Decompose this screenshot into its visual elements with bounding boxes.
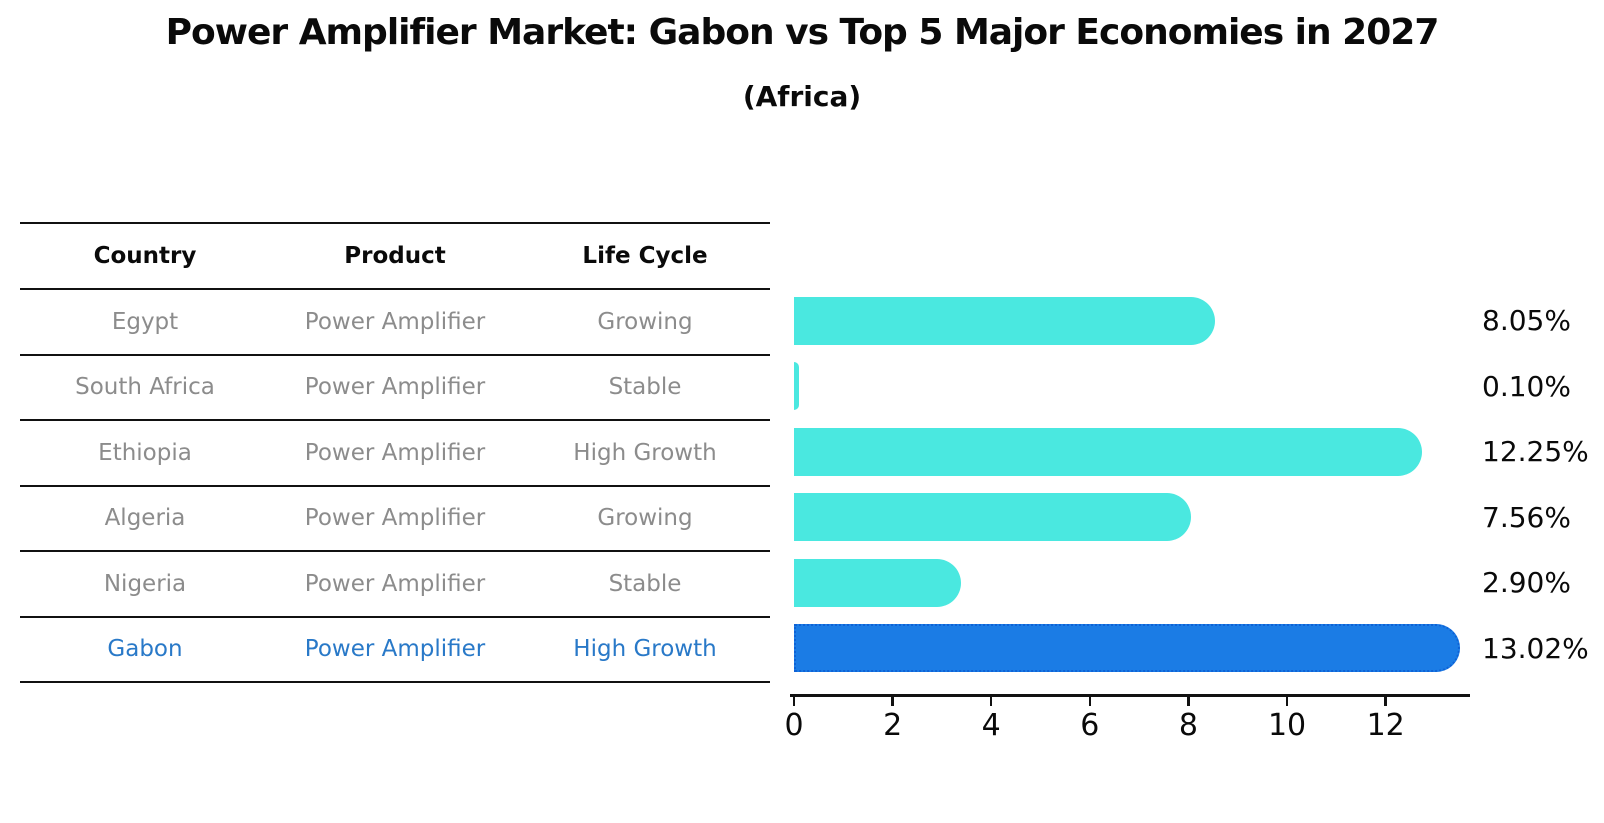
- bar-row: [794, 354, 1470, 420]
- x-axis-tick-label: 6: [1080, 708, 1100, 743]
- bar-row: [794, 550, 1470, 616]
- value-label-nigeria: 2.90%: [1482, 566, 1571, 600]
- table-row: Egypt Power Amplifier Growing: [20, 290, 770, 356]
- product-cell: Power Amplifier: [304, 439, 486, 466]
- x-axis-tick-mark: [891, 696, 894, 706]
- column-header-life-cycle: Life Cycle: [582, 243, 708, 269]
- value-label-algeria: 7.56%: [1482, 500, 1571, 534]
- chart-subtitle: (Africa): [742, 80, 862, 113]
- x-axis-tick-label: 4: [981, 708, 1001, 743]
- bar-egypt: [794, 296, 1215, 345]
- bar-plot: [794, 288, 1470, 681]
- life-cycle-cell: High Growth: [573, 636, 717, 663]
- x-axis-tick-mark: [1285, 696, 1289, 706]
- x-axis-tick-label: 0: [784, 708, 804, 743]
- country-cell: Gabon: [107, 636, 183, 663]
- life-cycle-cell: Stable: [608, 570, 682, 597]
- x-axis-tick-mark: [1384, 696, 1387, 706]
- column-header-product: Product: [344, 243, 446, 269]
- life-cycle-cell: Growing: [597, 308, 693, 335]
- country-cell: Nigeria: [103, 570, 187, 597]
- x-axis-tick-mark: [792, 696, 796, 706]
- table-row: Algeria Power Amplifier Growing: [20, 487, 770, 552]
- bar-ethiopia: [794, 427, 1422, 476]
- x-axis-tick-mark: [989, 696, 993, 706]
- bar-row: [794, 485, 1470, 551]
- bar-south-africa: [794, 362, 799, 411]
- x-axis-tick-mark: [1187, 696, 1190, 706]
- value-label-ethiopia: 12.25%: [1482, 435, 1589, 469]
- product-cell: Power Amplifier: [304, 570, 486, 597]
- bar-row: [794, 288, 1470, 354]
- x-axis-tick-label: 2: [883, 708, 903, 743]
- bar-nigeria: [794, 558, 961, 607]
- x-axis-tick-mark: [1088, 696, 1092, 706]
- x-axis-ticks: 0 2 4 6 8 10 12: [784, 696, 1470, 756]
- value-labels: 8.05% 0.10% 12.25% 7.56% 2.90% 13.02%: [1482, 288, 1602, 681]
- product-cell: Power Amplifier: [304, 374, 486, 401]
- product-cell: Power Amplifier: [304, 505, 486, 532]
- country-cell: Ethiopia: [98, 439, 192, 466]
- life-cycle-cell: Growing: [597, 505, 693, 532]
- bar-row: [794, 616, 1470, 682]
- x-axis-tick-label: 12: [1366, 708, 1405, 743]
- x-axis-line: [790, 694, 1470, 697]
- table-header-row: Country Product Life Cycle: [20, 224, 770, 290]
- x-axis-tick-label: 10: [1267, 708, 1307, 743]
- table-row: Ethiopia Power Amplifier High Growth: [20, 421, 770, 487]
- country-cell: South Africa: [75, 374, 215, 401]
- chart-title: Power Amplifier Market: Gabon vs Top 5 M…: [165, 12, 1440, 53]
- value-label-egypt: 8.05%: [1482, 304, 1571, 338]
- table-row: South Africa Power Amplifier Stable: [20, 356, 770, 421]
- table-row: Nigeria Power Amplifier Stable: [20, 552, 770, 618]
- value-label-south-africa: 0.10%: [1482, 369, 1571, 403]
- bar-gabon: [794, 624, 1460, 673]
- life-cycle-cell: High Growth: [573, 439, 717, 466]
- product-cell: Power Amplifier: [304, 308, 486, 335]
- value-label-gabon: 13.02%: [1482, 631, 1589, 665]
- country-cell: Algeria: [104, 505, 186, 532]
- product-cell: Power Amplifier: [304, 636, 486, 663]
- country-table: Country Product Life Cycle Egypt Power A…: [20, 222, 770, 683]
- bar-algeria: [794, 493, 1191, 542]
- life-cycle-cell: Stable: [608, 374, 682, 401]
- column-header-country: Country: [93, 243, 197, 269]
- bar-row: [794, 419, 1470, 485]
- table-row-highlight-gabon: Gabon Power Amplifier High Growth: [20, 618, 770, 683]
- x-axis-tick-label: 8: [1178, 708, 1198, 743]
- country-cell: Egypt: [111, 308, 179, 335]
